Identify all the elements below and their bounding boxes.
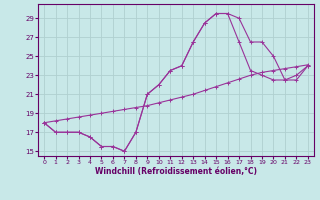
- X-axis label: Windchill (Refroidissement éolien,°C): Windchill (Refroidissement éolien,°C): [95, 167, 257, 176]
